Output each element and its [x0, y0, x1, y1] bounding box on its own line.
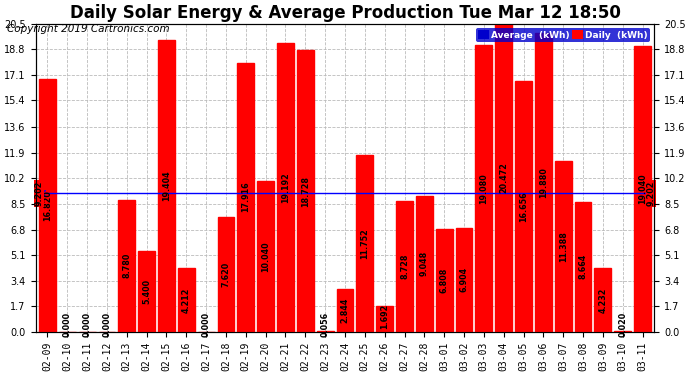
Bar: [396, 201, 413, 332]
Legend: Average  (kWh), Daily  (kWh): Average (kWh), Daily (kWh): [476, 28, 650, 42]
Text: 9.048: 9.048: [420, 251, 429, 276]
Text: 8.664: 8.664: [579, 254, 588, 279]
Bar: [39, 79, 56, 332]
Text: 19.404: 19.404: [162, 171, 171, 201]
Bar: [217, 217, 235, 332]
Text: 5.400: 5.400: [142, 279, 151, 304]
Text: 18.728: 18.728: [301, 176, 310, 207]
Text: 17.916: 17.916: [241, 182, 250, 213]
Text: 0.020: 0.020: [618, 312, 627, 337]
Text: 7.620: 7.620: [221, 262, 230, 287]
Bar: [376, 306, 393, 332]
Text: 11.752: 11.752: [360, 228, 369, 259]
Bar: [555, 160, 571, 332]
Text: 10.040: 10.040: [261, 241, 270, 272]
Text: 19.080: 19.080: [480, 173, 489, 204]
Text: 0.056: 0.056: [321, 312, 330, 337]
Text: 6.808: 6.808: [440, 268, 449, 293]
Text: 0.000: 0.000: [201, 312, 210, 337]
Bar: [277, 44, 294, 332]
Bar: [595, 268, 611, 332]
Bar: [475, 45, 492, 332]
Text: 4.212: 4.212: [181, 287, 191, 313]
Bar: [119, 200, 135, 332]
Bar: [237, 63, 254, 332]
Text: 0.000: 0.000: [63, 312, 72, 337]
Text: 16.656: 16.656: [519, 191, 528, 222]
Text: 9.202: 9.202: [34, 181, 43, 206]
Bar: [158, 40, 175, 332]
Text: 19.880: 19.880: [539, 167, 548, 198]
Bar: [337, 289, 353, 332]
Text: 6.904: 6.904: [460, 267, 469, 292]
Text: 19.040: 19.040: [638, 173, 647, 204]
Text: 2.844: 2.844: [340, 298, 350, 323]
Text: 16.820: 16.820: [43, 190, 52, 221]
Bar: [634, 46, 651, 332]
Text: 8.728: 8.728: [400, 254, 409, 279]
Bar: [297, 50, 314, 332]
Bar: [257, 181, 274, 332]
Bar: [317, 331, 333, 332]
Text: 19.192: 19.192: [281, 172, 290, 203]
Text: 9.202: 9.202: [647, 181, 656, 206]
Bar: [535, 33, 552, 332]
Text: 8.780: 8.780: [122, 253, 131, 279]
Text: Copyright 2019 Cartronics.com: Copyright 2019 Cartronics.com: [7, 24, 170, 34]
Title: Daily Solar Energy & Average Production Tue Mar 12 18:50: Daily Solar Energy & Average Production …: [70, 4, 620, 22]
Text: 4.232: 4.232: [598, 287, 607, 313]
Bar: [357, 155, 373, 332]
Text: 1.692: 1.692: [380, 304, 389, 329]
Bar: [436, 230, 453, 332]
Bar: [416, 196, 433, 332]
Bar: [138, 251, 155, 332]
Bar: [515, 81, 532, 332]
Bar: [178, 268, 195, 332]
Text: 0.000: 0.000: [83, 312, 92, 337]
Text: 20.472: 20.472: [499, 162, 509, 194]
Text: 11.388: 11.388: [559, 231, 568, 262]
Bar: [575, 201, 591, 332]
Bar: [495, 24, 512, 332]
Text: 0.000: 0.000: [102, 312, 111, 337]
Bar: [455, 228, 473, 332]
